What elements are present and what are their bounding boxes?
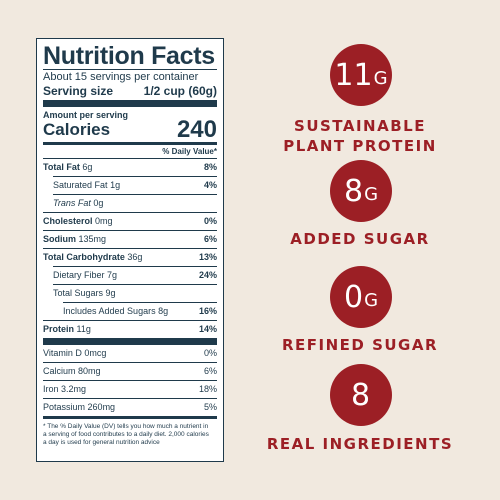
- nutrient-row-dietary-fiber: Dietary Fiber 7g 24%: [53, 266, 217, 284]
- nutrient-amount: 135mg: [78, 234, 107, 244]
- mineral-name: Potassium: [43, 402, 86, 412]
- nutrient-row-saturated-fat: Saturated Fat 1g 4%: [53, 176, 217, 194]
- claim-text-line: REAL INGREDIENTS: [266, 435, 454, 453]
- mineral-row-iron: Iron 3.2mg 18%: [43, 380, 217, 398]
- claim-text-refined-sugar: REFINED SUGAR: [250, 335, 470, 355]
- nutrient-name: Cholesterol: [43, 216, 93, 226]
- mineral-row-calcium: Calcium 80mg 6%: [43, 362, 217, 380]
- nutrient-name: Saturated Fat: [53, 180, 108, 190]
- nutrient-amount: 11g: [76, 324, 91, 334]
- claim-number: 11: [334, 57, 373, 93]
- mineral-row-potassium: Potassium 260mg 5%: [43, 398, 217, 416]
- mineral-dv: 5%: [203, 402, 217, 412]
- nutrient-row-sodium: Sodium 135mg 6%: [43, 230, 217, 248]
- nutrient-dv: 0%: [203, 216, 217, 226]
- nutrient-amount: 1g: [110, 180, 121, 190]
- daily-value-header: % Daily Value*: [162, 147, 217, 156]
- claim-unit: G: [373, 67, 388, 89]
- divider: [43, 416, 217, 419]
- nutrient-dv: 14%: [198, 324, 217, 334]
- mineral-dv: 18%: [198, 384, 217, 394]
- nutrient-amount: 36g: [127, 252, 143, 262]
- nutrient-name: Total Fat: [43, 162, 80, 172]
- serving-size-label: Serving size: [43, 84, 114, 98]
- calories-label: Calories: [43, 120, 111, 139]
- nutrient-prefix: Includes: [63, 306, 99, 316]
- claim-number: 8: [343, 173, 364, 209]
- mineral-dv: 0%: [203, 348, 217, 358]
- claim-text-line: PLANT PROTEIN: [283, 137, 437, 155]
- nutrient-amount: 7g: [107, 270, 118, 280]
- mineral-row-vitamin-d: Vitamin D 0mcg 0%: [43, 345, 217, 362]
- claim-badge-ingredients: 8: [330, 364, 392, 426]
- nutrient-name: Protein: [43, 324, 75, 334]
- mineral-dv: 6%: [203, 366, 217, 376]
- divider: [43, 100, 217, 107]
- mineral-name: Vitamin D: [43, 348, 82, 358]
- nutrition-facts-label: Nutrition Facts About 15 servings per co…: [36, 38, 224, 462]
- nutrient-name: Total Sugars: [53, 288, 104, 298]
- mineral-amount: 3.2mg: [61, 384, 87, 394]
- claim-text-line: ADDED SUGAR: [290, 230, 430, 248]
- nutrient-dv: 4%: [203, 180, 217, 190]
- claim-number: 8: [350, 377, 371, 413]
- nutrient-name: Total Carbohydrate: [43, 252, 125, 262]
- servings-per-container: About 15 servings per container: [43, 71, 199, 83]
- nutrient-amount: 0mg: [95, 216, 113, 226]
- divider: [43, 69, 217, 70]
- divider: [43, 142, 217, 145]
- claim-badge-protein: 11 G: [330, 44, 392, 106]
- claim-text-protein: SUSTAINABLE PLANT PROTEIN: [250, 116, 470, 156]
- claim-unit: G: [364, 289, 379, 311]
- nutrient-amount: 9g: [105, 288, 116, 298]
- divider: [43, 338, 217, 345]
- amount-per-serving: Amount per serving: [43, 110, 129, 120]
- mineral-amount: 260mg: [87, 402, 116, 412]
- claim-text-line: REFINED SUGAR: [281, 336, 439, 354]
- nutrient-row-added-sugars: Includes Added Sugars 8g 16%: [63, 302, 217, 320]
- nutrient-row-trans-fat: Trans Fat 0g: [53, 194, 217, 212]
- nutrient-dv: 8%: [203, 162, 217, 172]
- nutrient-dv: 24%: [198, 270, 217, 280]
- claim-text-line: SUSTAINABLE: [294, 117, 426, 135]
- mineral-amount: 80mg: [78, 366, 101, 376]
- nutrient-row-total-sugars: Total Sugars 9g: [53, 284, 217, 302]
- calories-value: 240: [176, 116, 217, 143]
- mineral-name: Calcium: [43, 366, 76, 376]
- nutrient-row-cholesterol: Cholesterol 0mg 0%: [43, 212, 217, 230]
- nutrient-name: Sodium: [43, 234, 76, 244]
- mineral-amount: 0mcg: [84, 348, 107, 358]
- claim-unit: G: [364, 183, 379, 205]
- nutrient-amount: 8g: [158, 306, 169, 316]
- nutrient-name: Dietary Fiber: [53, 270, 105, 280]
- nutrient-name: Trans Fat: [53, 198, 91, 208]
- nutrient-dv: 13%: [198, 252, 217, 262]
- nutrient-row-total-fat: Total Fat 6g 8%: [43, 158, 217, 176]
- serving-size-value: 1/2 cup (60g): [143, 84, 217, 98]
- nutrient-row-protein: Protein 11g 14%: [43, 320, 217, 338]
- nutrient-amount: 6g: [82, 162, 93, 172]
- serving-size-row: Serving size 1/2 cup (60g): [43, 84, 217, 100]
- nutrient-row-total-carbohydrate: Total Carbohydrate 36g 13%: [43, 248, 217, 266]
- nutrient-name: Added Sugars: [98, 306, 156, 316]
- nutrient-amount: 0g: [93, 198, 104, 208]
- claim-number: 0: [343, 279, 364, 315]
- daily-value-footnote: * The % Daily Value (DV) tells you how m…: [43, 423, 209, 446]
- nutrient-dv: 16%: [198, 306, 217, 316]
- claim-text-added-sugar: ADDED SUGAR: [250, 229, 470, 249]
- claim-text-ingredients: REAL INGREDIENTS: [250, 434, 470, 454]
- nutrient-dv: 6%: [203, 234, 217, 244]
- nutrition-facts-title: Nutrition Facts: [43, 42, 215, 70]
- calories-row: Calories 240: [43, 116, 217, 143]
- mineral-name: Iron: [43, 384, 59, 394]
